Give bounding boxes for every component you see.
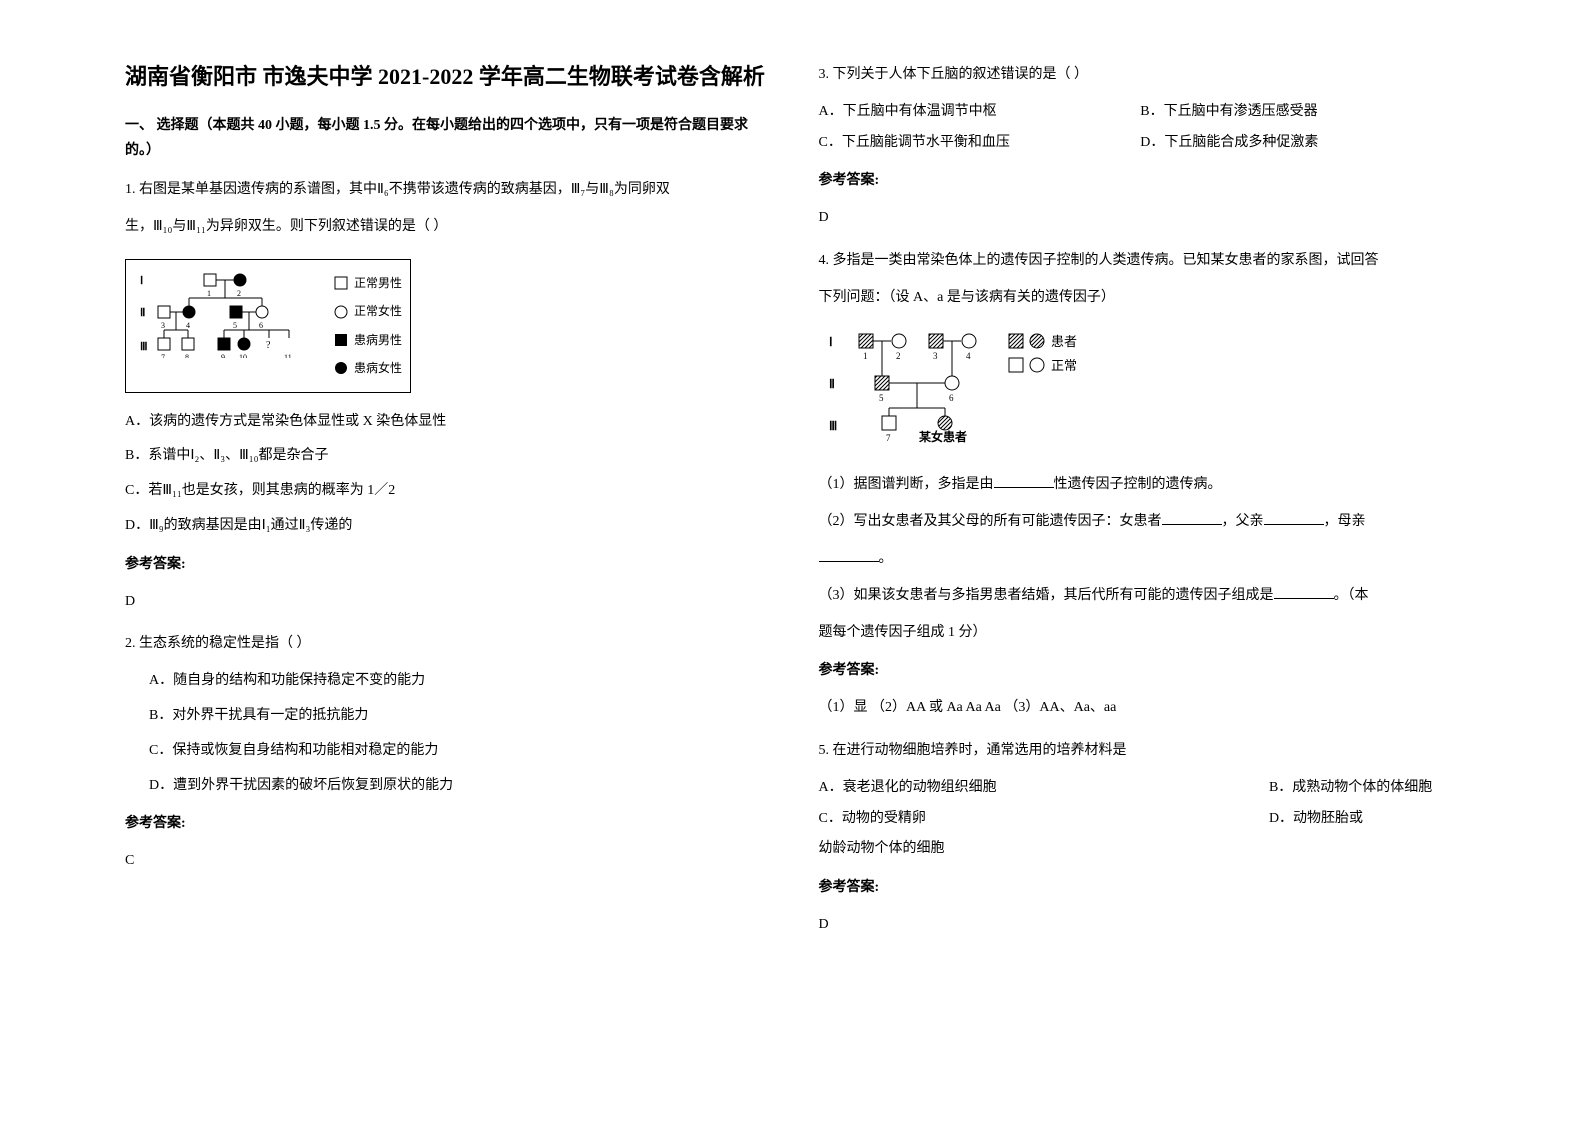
q1-option-c: C．若Ⅲ₁₁也是女孩，则其患病的概率为 1／2 [125,476,769,507]
blank [1274,585,1334,599]
q1-answer: D [125,587,769,618]
svg-text:某女患者: 某女患者 [919,429,967,444]
q4-pedigree: Ⅰ Ⅱ Ⅲ 1 2 3 4 患者 正常 [819,326,1463,459]
q3-answer: D [819,203,1463,234]
q3-option-c: C．下丘脑能调节水平衡和血压 [819,128,1141,159]
svg-text:2: 2 [237,289,241,298]
svg-text:10: 10 [239,353,247,358]
q3-stem: 3. 下列关于人体下丘脑的叙述错误的是（ ） [819,60,1463,91]
q2-option-a: A．随自身的结构和功能保持稳定不变的能力 [125,666,769,697]
legend-normal-label: 正常 [1051,358,1077,373]
document-title: 湖南省衡阳市 市逸夫中学 2021-2022 学年高二生物联考试卷含解析 [125,60,769,93]
q4-sub1: （1）据图谱判断，多指是由性遗传因子控制的遗传病。 [819,470,1463,501]
q1-stem-line1: 1. 右图是某单基因遗传病的系谱图，其中Ⅱ₆不携带该遗传病的致病基因，Ⅲ₇与Ⅲ₈… [125,175,769,206]
svg-text:2: 2 [896,351,901,361]
q5-stem: 5. 在进行动物细胞培养时，通常选用的培养材料是 [819,736,1463,767]
svg-text:4: 4 [966,351,971,361]
svg-text:Ⅲ: Ⅲ [829,419,837,433]
svg-text:3: 3 [933,351,938,361]
right-column: 3. 下列关于人体下丘脑的叙述错误的是（ ） A．下丘脑中有体温调节中枢 B．下… [794,60,1488,1082]
question-4: 4. 多指是一类由常染色体上的遗传因子控制的人类遗传病。已知某女患者的家系图，试… [819,246,1463,724]
svg-text:9: 9 [221,353,225,358]
legend-affected-female: 患病女性 [334,355,402,381]
legend-affected-male: 患病男性 [334,327,402,353]
q1-legend: 正常男性 正常女性 患病男性 患病女性 [334,268,402,384]
svg-text:Ⅰ: Ⅰ [140,275,143,287]
svg-text:?: ? [266,340,271,351]
q2-option-b: B．对外界干扰具有一定的抵抗能力 [125,701,769,732]
blank [994,474,1054,488]
q3-option-d: D．下丘脑能合成多种促激素 [1140,128,1462,159]
q5-answer-label: 参考答案: [819,873,1463,904]
question-2: 2. 生态系统的稳定性是指（ ） A．随自身的结构和功能保持稳定不变的能力 B．… [125,629,769,877]
svg-text:7: 7 [161,353,165,358]
svg-text:Ⅱ: Ⅱ [140,307,145,319]
svg-text:11: 11 [284,353,292,358]
q2-option-d: D．遭到外界干扰因素的破坏后恢复到原状的能力 [125,771,769,802]
blank [1162,511,1222,525]
q5-answer: D [819,910,1463,941]
svg-text:1: 1 [863,351,868,361]
q4-sub2-end: 。 [819,544,1463,575]
q4-sub2: （2）写出女患者及其父母的所有可能遗传因子：女患者，父亲，母亲 [819,507,1463,538]
svg-text:4: 4 [186,321,190,330]
q5-option-c: C．动物的受精卵 [819,804,1269,835]
blank [1264,511,1324,525]
q4-answer: （1）显 （2）AA 或 Aa Aa Aa （3）AA、Aa、aa [819,693,1463,724]
q5-option-d-line2: 幼龄动物个体的细胞 [819,834,1463,865]
question-3: 3. 下列关于人体下丘脑的叙述错误的是（ ） A．下丘脑中有体温调节中枢 B．下… [819,60,1463,234]
svg-text:Ⅰ: Ⅰ [829,335,833,349]
svg-text:3: 3 [161,321,165,330]
question-1: 1. 右图是某单基因遗传病的系谱图，其中Ⅱ₆不携带该遗传病的致病基因，Ⅲ₇与Ⅲ₈… [125,175,769,617]
q4-stem-line2: 下列问题：（设 A、a 是与该病有关的遗传因子） [819,283,1463,314]
svg-text:5: 5 [233,321,237,330]
q3-answer-label: 参考答案: [819,166,1463,197]
q1-option-a: A．该病的遗传方式是常染色体显性或 X 染色体显性 [125,407,769,438]
q2-answer-label: 参考答案: [125,809,769,840]
legend-normal-male: 正常男性 [334,270,402,296]
q4-pedigree-svg: Ⅰ Ⅱ Ⅲ 1 2 3 4 患者 正常 [819,326,1159,446]
q4-sub3-line2: 题每个遗传因子组成 1 分） [819,618,1463,649]
q1-pedigree-box: Ⅰ Ⅱ Ⅲ 1 2 [125,259,411,393]
q3-option-a: A．下丘脑中有体温调节中枢 [819,97,1141,128]
q5-option-a: A．衰老退化的动物组织细胞 [819,773,1269,804]
left-column: 湖南省衡阳市 市逸夫中学 2021-2022 学年高二生物联考试卷含解析 一、 … [100,60,794,1082]
q1-option-b: B．系谱中Ⅰ₂、Ⅱ₃、Ⅲ₁₀都是杂合子 [125,441,769,472]
svg-text:6: 6 [259,321,263,330]
svg-text:7: 7 [886,433,891,443]
q1-pedigree-svg: Ⅰ Ⅱ Ⅲ 1 2 [134,268,314,358]
q5-option-b: B．成熟动物个体的体细胞 [1269,773,1462,804]
svg-text:Ⅲ: Ⅲ [140,341,148,353]
q2-answer: C [125,846,769,877]
question-5: 5. 在进行动物细胞培养时，通常选用的培养材料是 A．衰老退化的动物组织细胞 B… [819,736,1463,941]
svg-text:1: 1 [207,289,211,298]
q4-answer-label: 参考答案: [819,656,1463,687]
q4-sub3-line1: （3）如果该女患者与多指男患者结婚，其后代所有可能的遗传因子组成是。（本 [819,581,1463,612]
q1-stem-line2: 生，Ⅲ₁₀与Ⅲ₁₁为异卵双生。则下列叙述错误的是（ ） [125,212,769,243]
blank [819,548,879,562]
legend-normal-female: 正常女性 [334,298,402,324]
q4-stem-line1: 4. 多指是一类由常染色体上的遗传因子控制的人类遗传病。已知某女患者的家系图，试… [819,246,1463,277]
q3-option-b: B．下丘脑中有渗透压感受器 [1140,97,1462,128]
q5-option-d: D．动物胚胎或 [1269,804,1462,835]
q2-stem: 2. 生态系统的稳定性是指（ ） [125,629,769,660]
legend-affected-label: 患者 [1051,334,1077,349]
q1-answer-label: 参考答案: [125,550,769,581]
svg-text:8: 8 [185,353,189,358]
svg-text:6: 6 [949,393,954,403]
svg-text:5: 5 [879,393,884,403]
q1-option-d: D．Ⅲ₉的致病基因是由Ⅰ₁通过Ⅱ₃传递的 [125,511,769,542]
svg-text:Ⅱ: Ⅱ [829,377,835,391]
section-heading: 一、 选择题（本题共 40 小题，每小题 1.5 分。在每小题给出的四个选项中，… [125,113,769,163]
q2-option-c: C．保持或恢复自身结构和功能相对稳定的能力 [125,736,769,767]
